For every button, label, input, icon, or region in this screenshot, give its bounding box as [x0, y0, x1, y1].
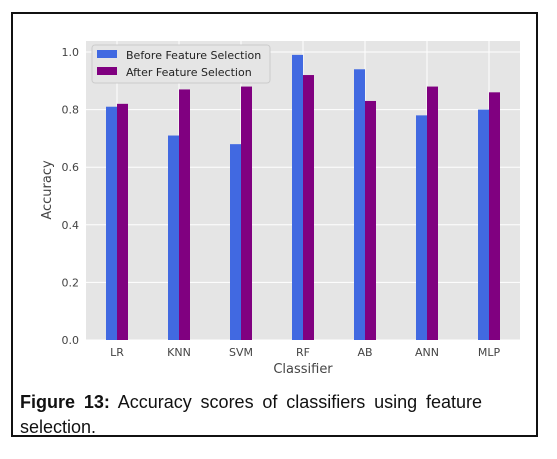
- bar-after-mlp: [489, 92, 500, 340]
- x-tick-label: AB: [357, 346, 372, 359]
- bar-after-ann: [427, 86, 438, 340]
- bar-before-ab: [354, 69, 365, 340]
- x-tick-label: SVM: [229, 346, 253, 359]
- legend-label-after: After Feature Selection: [126, 66, 252, 79]
- legend: Before Feature Selection After Feature S…: [91, 44, 271, 84]
- x-tick-label: RF: [296, 346, 310, 359]
- y-axis-label: Accuracy: [40, 160, 55, 220]
- x-tick-label: ANN: [415, 346, 439, 359]
- legend-swatch-after: [97, 67, 117, 75]
- y-tick-label: 0.2: [62, 276, 80, 289]
- legend-label-before: Before Feature Selection: [126, 49, 261, 62]
- bar-before-knn: [168, 135, 179, 340]
- y-tick-label: 0.4: [62, 219, 80, 232]
- bar-after-knn: [179, 89, 190, 340]
- x-tick-label: LR: [110, 346, 124, 359]
- bars: [106, 54, 500, 341]
- x-tick-label: KNN: [167, 346, 191, 359]
- x-tick-label: MLP: [478, 346, 501, 359]
- caption-label: Figure 13:: [20, 392, 110, 412]
- bar-after-svm: [241, 86, 252, 340]
- bar-before-rf: [292, 54, 303, 340]
- figure-caption: Figure 13: Accuracy scores of classifier…: [20, 390, 482, 440]
- x-tick-labels: LR KNN SVM RF AB ANN MLP: [110, 346, 500, 359]
- y-tick-label: 0.0: [62, 334, 80, 347]
- bar-before-svm: [230, 144, 241, 340]
- y-tick-labels: 0.0 0.2 0.4 0.6 0.8 1.0: [62, 46, 80, 347]
- bar-before-ann: [416, 115, 427, 340]
- x-axis-label: Classifier: [273, 362, 333, 377]
- bar-after-rf: [303, 75, 314, 340]
- legend-box: [91, 44, 271, 84]
- legend-swatch-before: [97, 50, 117, 58]
- y-tick-label: 0.6: [62, 161, 80, 174]
- y-tick-label: 1.0: [62, 46, 80, 59]
- bar-after-ab: [365, 100, 376, 341]
- bar-before-mlp: [478, 109, 489, 340]
- bar-after-lr: [117, 103, 128, 340]
- bar-before-lr: [106, 106, 117, 340]
- caption-text: Accuracy scores of classifiers using fea…: [20, 392, 482, 437]
- y-tick-label: 0.8: [62, 104, 80, 117]
